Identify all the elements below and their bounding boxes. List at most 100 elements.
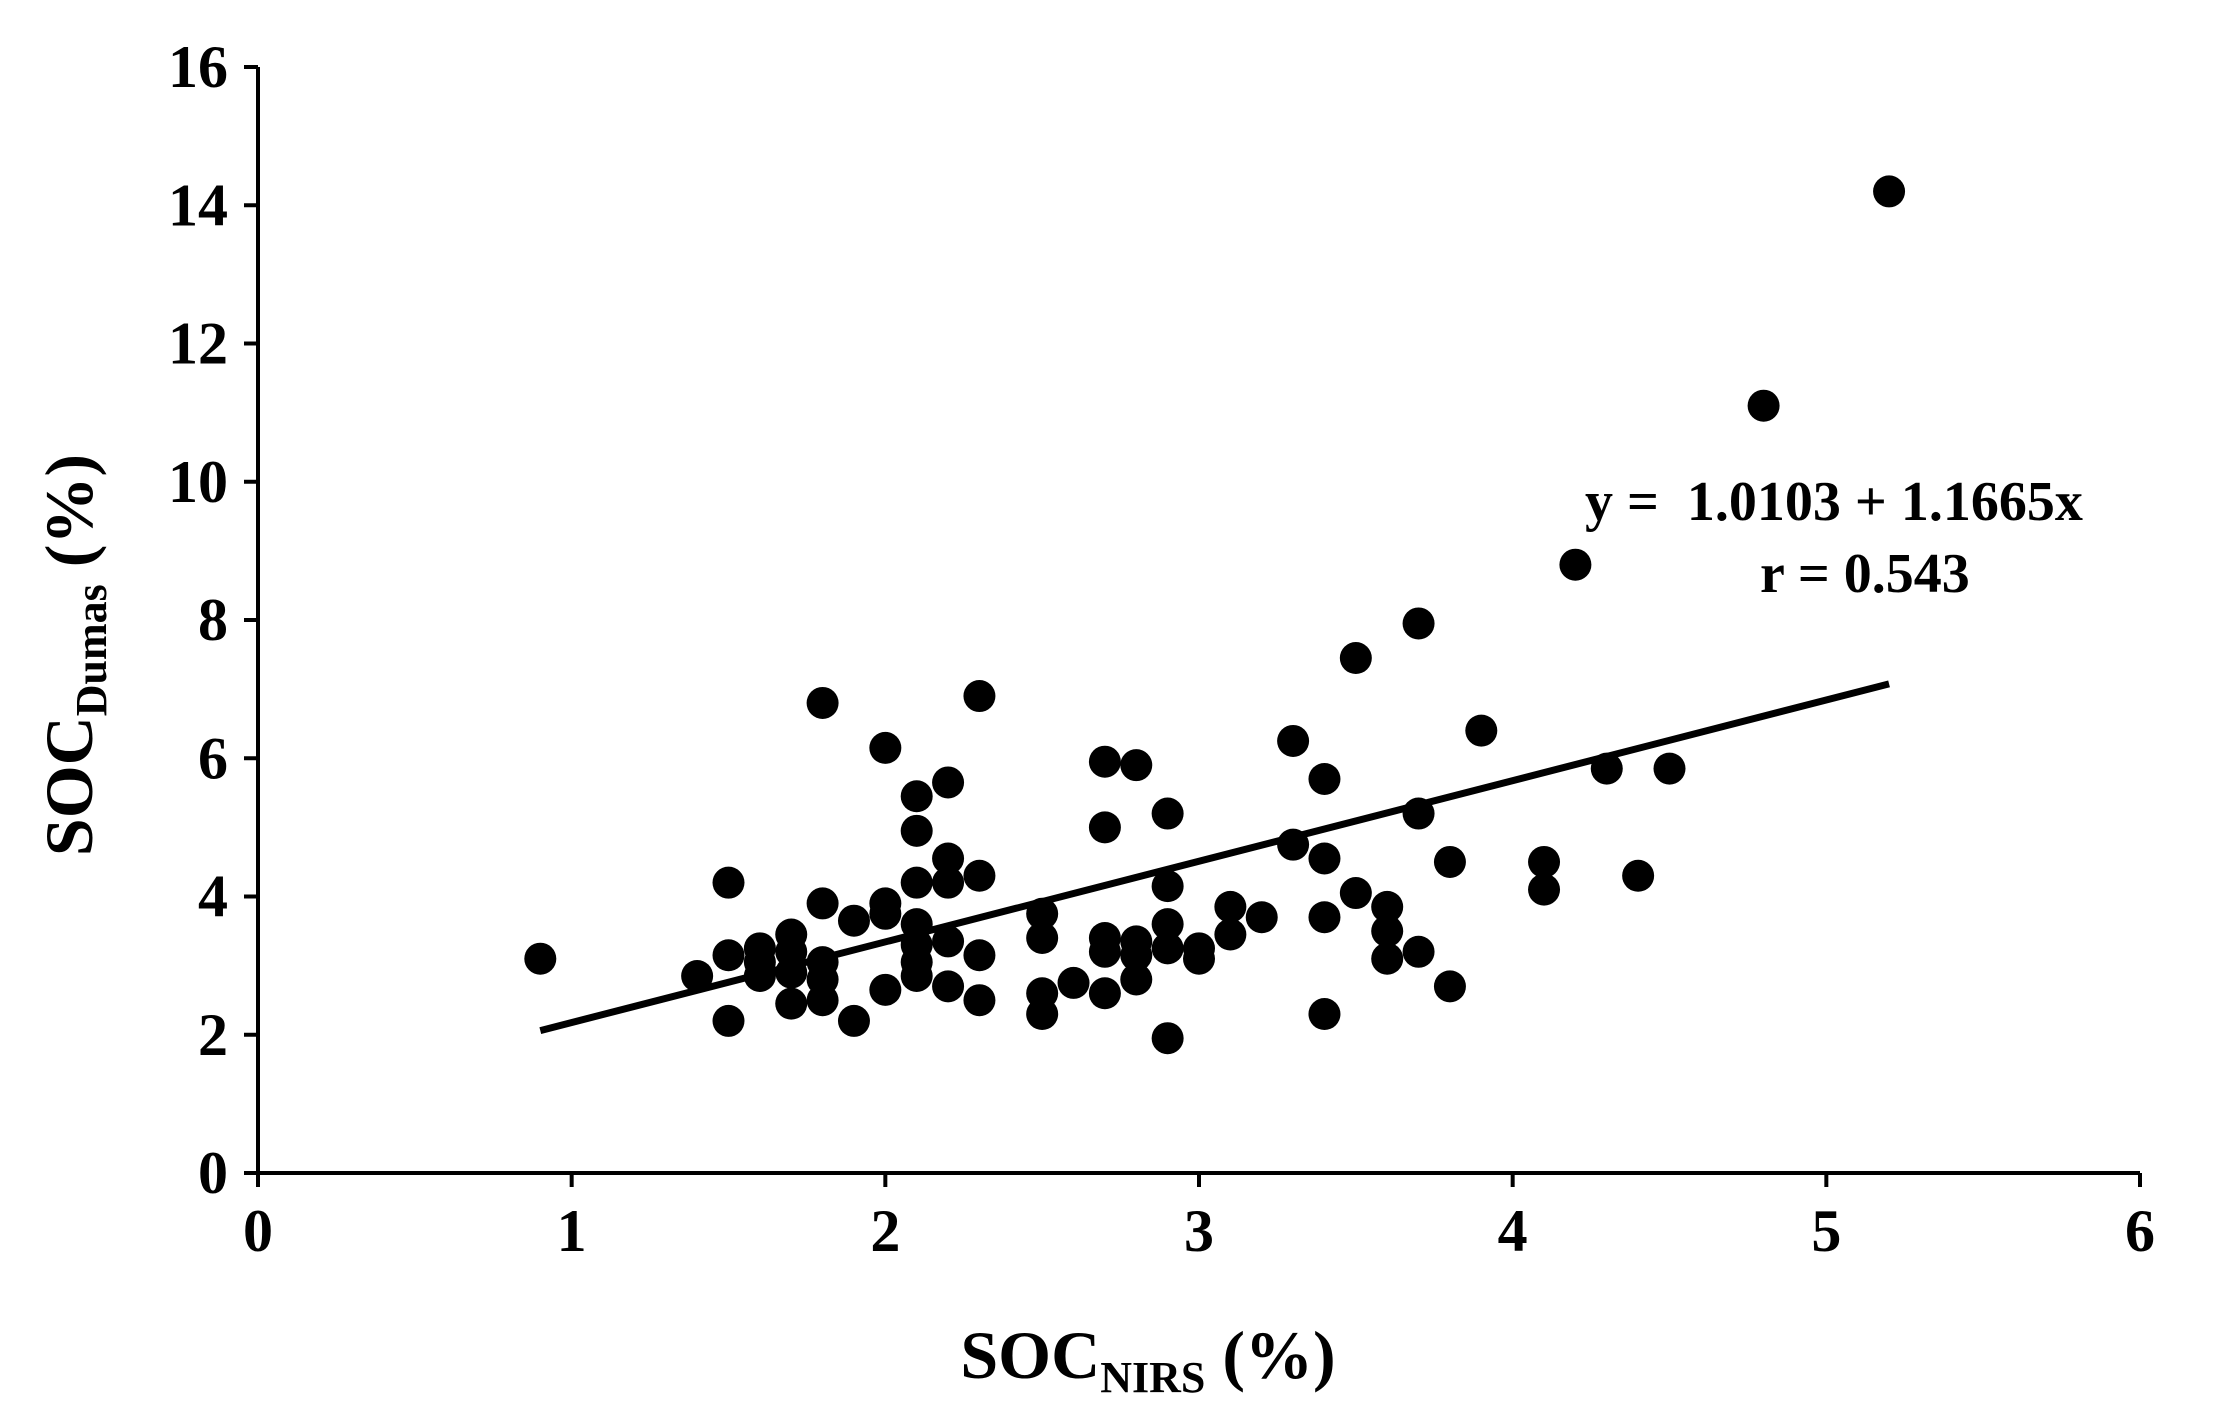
data-point — [932, 766, 965, 799]
data-point — [681, 959, 714, 992]
data-point — [1465, 714, 1498, 747]
data-point — [963, 939, 996, 972]
data-point — [963, 680, 996, 713]
data-point — [1057, 966, 1090, 999]
data-point — [1622, 859, 1655, 892]
data-point — [1590, 752, 1623, 785]
data-point — [775, 987, 808, 1020]
y-axis-title-main: SOC — [31, 716, 107, 856]
data-point — [1653, 752, 1686, 785]
y-ticks: 0 2 4 6 8 10 12 14 16 — [168, 34, 258, 1206]
data-point — [1026, 897, 1059, 930]
x-axis-title-main: SOC — [960, 1317, 1100, 1393]
data-point — [806, 984, 839, 1017]
axes — [256, 67, 2140, 1175]
data-point — [712, 939, 745, 972]
data-point — [932, 925, 965, 958]
data-point — [900, 866, 933, 899]
y-tick-label: 16 — [168, 34, 228, 100]
data-point — [775, 956, 808, 989]
data-point — [869, 731, 902, 764]
data-point — [837, 1004, 870, 1037]
data-point — [1308, 842, 1341, 875]
data-point — [712, 866, 745, 899]
data-point — [806, 887, 839, 920]
y-tick-label: 2 — [198, 1002, 228, 1068]
y-tick-label: 6 — [198, 725, 228, 791]
data-point — [1183, 942, 1215, 975]
data-point — [806, 686, 839, 719]
x-tick-label: 5 — [1811, 1198, 1841, 1264]
data-point — [1120, 963, 1153, 996]
x-tick-label: 0 — [243, 1198, 273, 1264]
y-axis-title-sub: Dumas — [67, 584, 116, 716]
data-point — [1371, 942, 1404, 975]
x-tick-label: 1 — [557, 1198, 587, 1264]
y-tick-label: 8 — [198, 587, 228, 653]
data-point — [1245, 901, 1278, 934]
data-point — [1873, 175, 1906, 208]
data-point — [743, 959, 776, 992]
data-point — [524, 942, 557, 975]
data-point — [1214, 918, 1247, 951]
data-point — [1433, 845, 1466, 878]
data-point — [1026, 921, 1059, 954]
data-point — [1151, 870, 1184, 903]
y-tick-label: 0 — [198, 1140, 228, 1206]
data-point — [1308, 998, 1341, 1031]
y-tick-label: 12 — [168, 311, 228, 377]
data-point — [1402, 935, 1435, 968]
x-tick-label: 2 — [870, 1198, 900, 1264]
x-axis-title-sub: NIRS — [1100, 1353, 1205, 1402]
data-point — [1308, 901, 1341, 934]
data-point — [869, 973, 902, 1006]
data-point — [932, 970, 965, 1003]
data-point — [1402, 607, 1435, 640]
x-axis-title-suffix: (%) — [1205, 1317, 1335, 1393]
y-axis-title: SOCDumas (%) — [31, 454, 116, 856]
data-point — [900, 780, 933, 813]
data-point — [900, 959, 933, 992]
data-point — [1120, 749, 1153, 782]
data-point — [1214, 890, 1247, 923]
data-points — [524, 175, 1906, 1055]
trend-group — [539, 680, 1890, 1034]
data-point — [869, 897, 902, 930]
data-point — [932, 842, 965, 875]
data-point — [1088, 811, 1121, 844]
data-point — [1277, 828, 1310, 861]
y-tick-label: 4 — [198, 864, 228, 930]
x-axis-title: SOCNIRS (%) — [960, 1317, 1335, 1402]
data-point — [1747, 389, 1780, 422]
data-point — [1371, 890, 1404, 923]
data-point — [1026, 998, 1059, 1031]
data-point — [1151, 797, 1184, 830]
data-point — [1088, 977, 1121, 1010]
data-point — [1120, 939, 1153, 972]
data-point — [1402, 797, 1435, 830]
data-point — [1339, 642, 1372, 675]
regression-equation: y = 1.0103 + 1.1665x — [1585, 471, 2083, 533]
x-tick-label: 6 — [2125, 1198, 2155, 1264]
data-point — [1528, 873, 1561, 906]
data-point — [1559, 548, 1592, 581]
data-point — [900, 814, 933, 847]
x-ticks: 0 1 2 3 4 5 6 — [243, 1173, 2155, 1264]
data-point — [837, 904, 870, 937]
data-point — [1088, 745, 1121, 778]
data-point — [1339, 877, 1372, 910]
data-point — [1277, 724, 1310, 757]
correlation-label: r = 0.543 — [1760, 543, 1970, 605]
data-point — [1151, 908, 1184, 941]
data-point — [712, 1004, 745, 1037]
y-tick-label: 14 — [168, 172, 228, 238]
data-point — [1151, 932, 1184, 965]
y-tick-label: 10 — [168, 449, 228, 515]
data-point — [1433, 970, 1466, 1003]
y-axis-title-suffix: (%) — [31, 454, 107, 584]
data-point — [932, 866, 965, 899]
data-point — [963, 984, 996, 1017]
regression-line — [539, 680, 1890, 1034]
data-point — [1088, 935, 1121, 968]
